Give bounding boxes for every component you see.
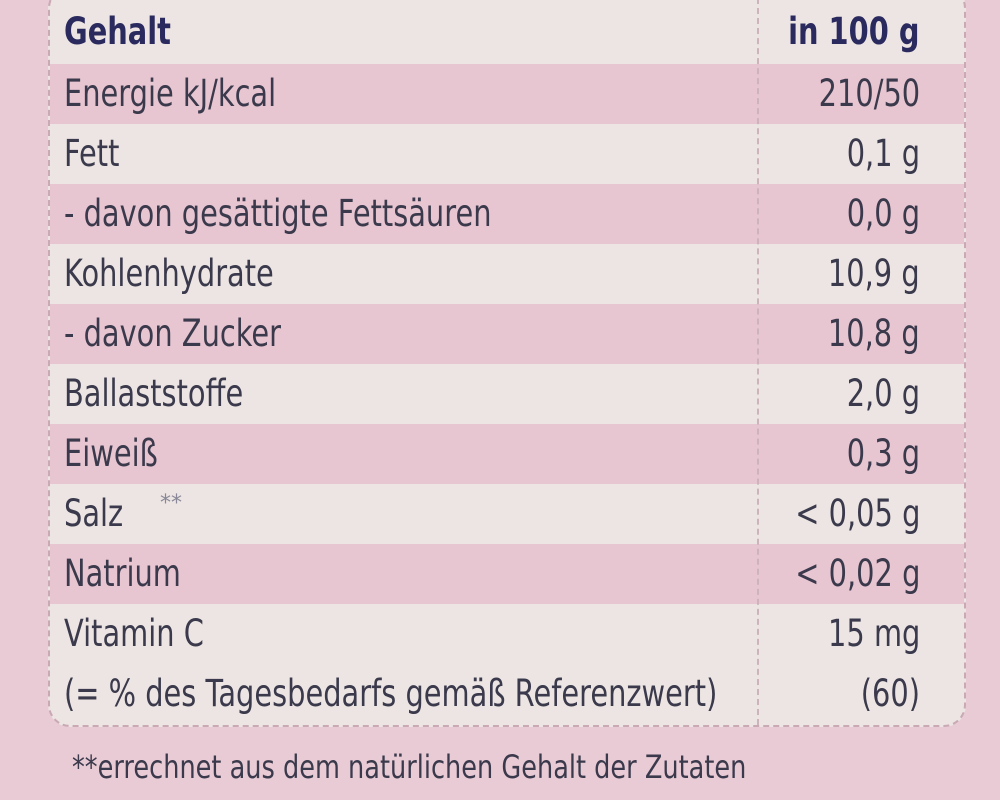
table-row: Eiweiß 0,3 g [50,424,964,484]
nutrient-value: < 0,05 g [794,492,920,535]
nutrient-value: 15 mg [827,612,920,655]
nutrient-value: 210/50 [818,72,920,115]
footnote-marker: ** [160,491,182,516]
table-row: Natrium < 0,02 g [50,544,964,604]
nutrient-value: 0,0 g [846,192,920,235]
table-header: Gehalt in 100 g [50,2,964,64]
nutrient-label: (= % des Tagesbedarfs gemäß Referenzwert… [64,672,718,715]
table-row: Energie kJ/kcal 210/50 [50,64,964,124]
nutrient-label: Kohlenhydrate [64,252,274,295]
nutrient-value: 2,0 g [846,372,920,415]
header-label: Gehalt [64,10,171,53]
table-row: (= % des Tagesbedarfs gemäß Referenzwert… [50,664,964,724]
nutrient-label: Salz [64,492,124,535]
column-divider [757,0,759,725]
nutrient-label: - davon Zucker [64,312,282,355]
nutrient-value: 10,9 g [828,252,920,295]
nutrient-value: 0,3 g [846,432,920,475]
header-value: in 100 g [788,10,920,53]
nutrient-label: Fett [64,132,120,175]
nutrition-table: Gehalt in 100 g Energie kJ/kcal 210/50 Fet… [48,0,966,727]
nutrient-label: Energie kJ/kcal [64,72,277,115]
footnote: **errechnet aus dem natürlichen Gehalt d… [72,748,747,786]
table-row: Salz ** < 0,05 g [50,484,964,544]
table-row: Kohlenhydrate 10,9 g [50,244,964,304]
table-row: - davon gesättigte Fettsäuren 0,0 g [50,184,964,244]
nutrient-label: Eiweiß [64,432,158,475]
nutrient-label: Natrium [64,552,181,595]
table-row: Fett 0,1 g [50,124,964,184]
nutrient-value: (60) [860,672,920,715]
nutrient-value: 0,1 g [846,132,920,175]
nutrient-value: 10,8 g [828,312,920,355]
nutrient-label: Vitamin C [64,612,204,655]
nutrient-value: < 0,02 g [794,552,920,595]
table-row: - davon Zucker 10,8 g [50,304,964,364]
table-row: Ballaststoffe 2,0 g [50,364,964,424]
table-row: Vitamin C 15 mg [50,604,964,664]
nutrient-label: Ballaststoffe [64,372,244,415]
nutrient-label: - davon gesättigte Fettsäuren [64,192,492,235]
